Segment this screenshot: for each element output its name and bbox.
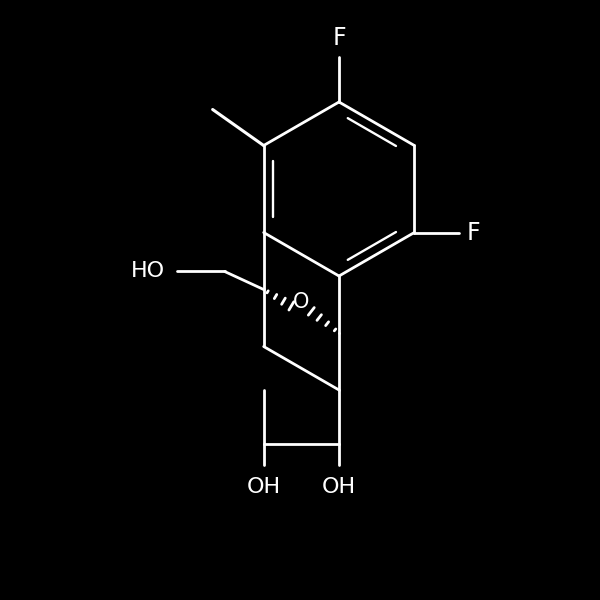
Text: OH: OH bbox=[247, 477, 281, 497]
Text: HO: HO bbox=[131, 262, 164, 281]
Text: O: O bbox=[293, 292, 310, 312]
Text: OH: OH bbox=[322, 477, 356, 497]
Text: F: F bbox=[467, 220, 480, 245]
Text: F: F bbox=[332, 26, 346, 50]
